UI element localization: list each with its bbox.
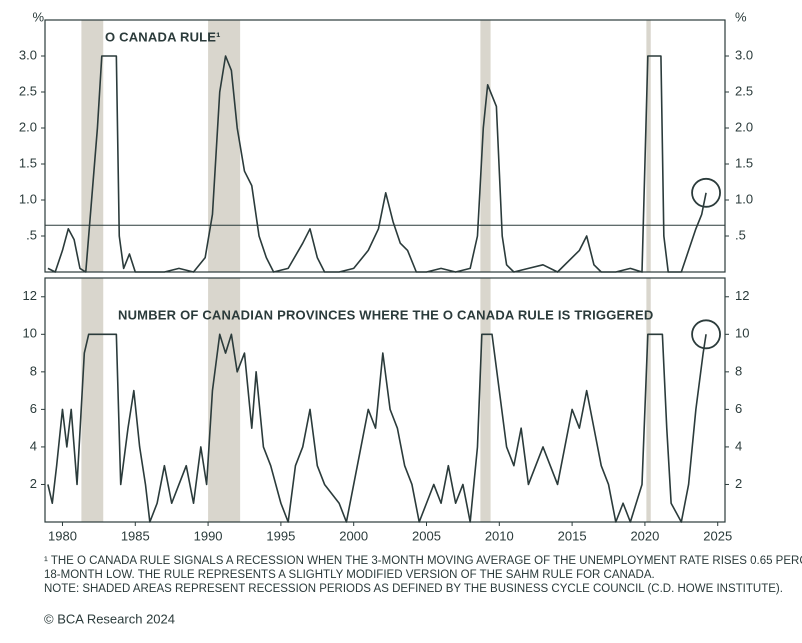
y-tick-label: 2.5 — [19, 83, 37, 98]
y-tick-label: 2 — [30, 476, 37, 491]
plot-frame — [44, 277, 726, 523]
recession-band — [480, 278, 491, 522]
y-tick-label-right: 2 — [735, 476, 742, 491]
y-tick-label: .5 — [26, 227, 37, 242]
y-tick-label-right: 4 — [735, 438, 742, 453]
x-tick-label: 1990 — [194, 528, 223, 543]
y-tick-label-right: 6 — [735, 401, 742, 416]
recession-band — [81, 20, 104, 272]
footnote: NOTE: SHADED AREAS REPRESENT RECESSION P… — [44, 583, 783, 595]
x-tick-label: 2020 — [630, 528, 659, 543]
recession-band — [480, 20, 491, 272]
y-tick-label-right: 1.5 — [735, 155, 753, 170]
y-tick-label-right: .5 — [735, 227, 746, 242]
footnote: ¹ THE O CANADA RULE SIGNALS A RECESSION … — [44, 555, 802, 567]
y-tick-label-right: 12 — [735, 288, 749, 303]
y-tick-label-right: 2.5 — [735, 83, 753, 98]
y-tick-label-right: 8 — [735, 363, 742, 378]
source: © BCA Research 2024 — [44, 611, 175, 626]
y-tick-label: 8 — [30, 363, 37, 378]
data-line — [47, 333, 707, 523]
y-tick-label: 1.5 — [19, 155, 37, 170]
y-tick-label-right: 3.0 — [735, 47, 753, 62]
x-tick-label: 2010 — [485, 528, 514, 543]
annotation: O CANADA RULE¹ — [105, 29, 221, 44]
x-tick-label: 1980 — [48, 528, 77, 543]
y-tick-label: 1.0 — [19, 191, 37, 206]
y-tick-label-right: 1.0 — [735, 191, 753, 206]
plot-frame — [44, 19, 726, 273]
recession-band — [646, 20, 651, 272]
data-line — [47, 55, 707, 273]
y-tick-label: 10 — [23, 326, 37, 341]
x-tick-label: 2015 — [558, 528, 587, 543]
recession-band — [81, 278, 104, 522]
highlight-circle — [691, 177, 721, 208]
recession-band — [646, 278, 651, 522]
recession-band — [208, 20, 241, 272]
y-tick-label: 4 — [30, 438, 37, 453]
y-tick-label-right: 2.0 — [735, 119, 753, 134]
highlight-circle — [691, 319, 721, 350]
x-tick-label: 2025 — [703, 528, 732, 543]
x-tick-label: 1985 — [121, 528, 150, 543]
x-tick-label: 1995 — [266, 528, 295, 543]
annotation: NUMBER OF CANADIAN PROVINCES WHERE THE O… — [118, 307, 653, 322]
recession-band — [208, 278, 241, 522]
x-tick-label: 2000 — [339, 528, 368, 543]
y-tick-label: 6 — [30, 401, 37, 416]
x-tick-label: 2005 — [412, 528, 441, 543]
y-unit-right: % — [735, 9, 747, 24]
y-tick-label: 2.0 — [19, 119, 37, 134]
footnote: 18-MONTH LOW. THE RULE REPRESENTS A SLIG… — [44, 569, 655, 581]
y-unit: % — [32, 9, 44, 24]
y-tick-label: 12 — [23, 288, 37, 303]
y-tick-label: 3.0 — [19, 47, 37, 62]
y-tick-label-right: 10 — [735, 326, 749, 341]
